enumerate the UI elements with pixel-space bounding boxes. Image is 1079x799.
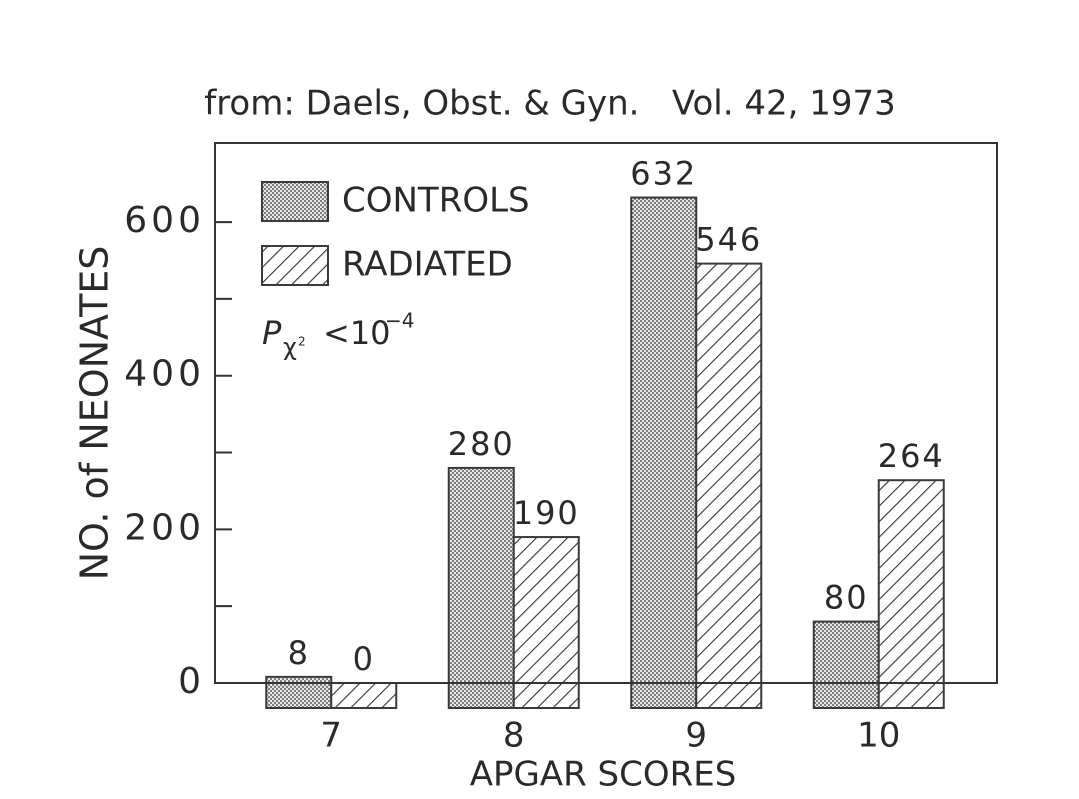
y-tick-label: 200 (124, 507, 205, 548)
bar (630, 196, 698, 709)
bar (265, 675, 333, 710)
bar (512, 536, 580, 710)
annotation-sub-power: 2 (298, 335, 306, 349)
legend-swatch (261, 181, 329, 222)
annotation-relation: <10 (323, 314, 391, 352)
annotation-subscript: χ (283, 333, 297, 361)
annotation: P χ 2 <10 −4 (262, 309, 414, 362)
value-label: 280 (448, 425, 515, 463)
value-label: 8 (288, 634, 310, 672)
value-label: 190 (513, 494, 580, 532)
bar (877, 479, 945, 709)
y-tick-label: 0 (178, 661, 205, 702)
legend-label: RADIATED (342, 245, 513, 285)
legend-label: CONTROLS (342, 181, 530, 221)
value-label: 264 (878, 437, 945, 475)
annotation-power: −4 (385, 309, 414, 333)
value-label: 546 (695, 221, 762, 259)
x-tick-label: 8 (503, 716, 525, 756)
y-tick-label: 400 (124, 354, 205, 395)
annotation-symbol: P (262, 314, 282, 352)
bar (812, 620, 880, 709)
y-tick-label: 600 (124, 200, 205, 241)
bar (330, 682, 398, 709)
legend-swatch (261, 245, 329, 286)
x-tick-label: 9 (685, 716, 707, 756)
value-label: 80 (824, 579, 869, 617)
x-tick-label: 10 (857, 716, 900, 756)
bar (695, 262, 763, 709)
bar (447, 466, 515, 709)
x-axis-label: APGAR SCORES (470, 755, 737, 795)
value-label: 0 (353, 640, 375, 678)
value-label: 632 (630, 155, 697, 193)
x-tick-label: 7 (320, 716, 342, 756)
y-axis-label: NO. of NEONATES (73, 246, 117, 581)
chart-title: from: Daels, Obst. & Gyn. Vol. 42, 1973 (204, 84, 896, 124)
